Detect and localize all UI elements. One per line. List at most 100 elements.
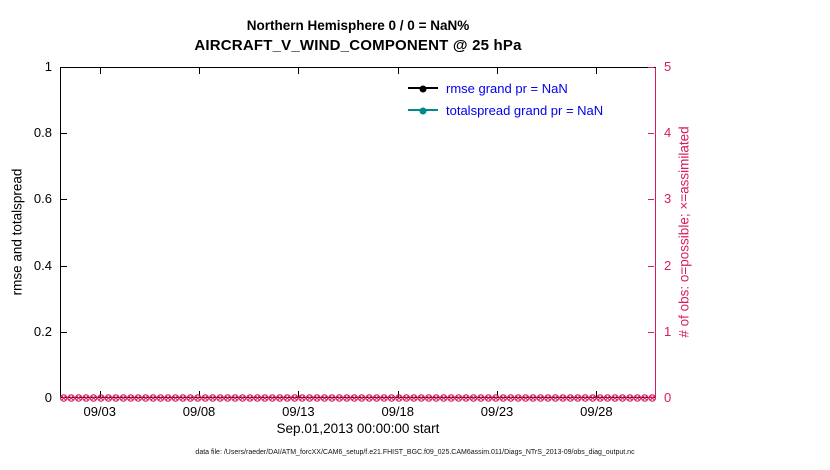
assimilated-obs-marker bbox=[105, 395, 112, 401]
assimilated-obs-marker bbox=[634, 395, 641, 401]
assimilated-obs-marker bbox=[135, 395, 142, 401]
possible-obs-marker bbox=[156, 394, 165, 402]
possible-obs-marker bbox=[112, 394, 120, 402]
x-tick-mark bbox=[298, 391, 300, 397]
assimilated-obs-marker bbox=[604, 395, 611, 401]
x-tick-mark bbox=[397, 391, 399, 397]
x-tick-mark bbox=[596, 391, 598, 397]
assimilated-obs-marker bbox=[642, 395, 648, 401]
possible-obs-marker bbox=[74, 394, 83, 402]
possible-obs-marker bbox=[492, 394, 500, 402]
possible-obs-marker bbox=[59, 394, 68, 402]
possible-obs-marker bbox=[603, 394, 612, 402]
possible-obs-marker bbox=[343, 394, 351, 402]
assimilated-obs-marker bbox=[418, 395, 425, 401]
totalspread-dot-marker-icon bbox=[419, 107, 427, 115]
x-tick-mark-top bbox=[199, 68, 201, 74]
assimilated-obs-marker bbox=[403, 395, 410, 401]
possible-obs-marker bbox=[328, 394, 336, 402]
y-tick-label-left: 0 bbox=[44, 390, 52, 405]
y-tick-mark-left bbox=[61, 265, 67, 267]
possible-obs-marker bbox=[283, 394, 291, 402]
possible-obs-marker bbox=[104, 394, 113, 402]
y-tick-label-right: 3 bbox=[664, 191, 672, 207]
y-tick-label-left: 0.4 bbox=[33, 257, 52, 273]
possible-obs-marker bbox=[231, 394, 239, 402]
x-tick-mark-top bbox=[596, 68, 598, 74]
possible-obs-marker bbox=[462, 394, 470, 402]
assimilated-obs-marker bbox=[485, 395, 492, 401]
x-tick-mark-top bbox=[497, 68, 499, 74]
y-axis-label-right: # of obs: o=possible; ×=assimilated bbox=[676, 126, 692, 338]
possible-obs-marker bbox=[641, 394, 649, 402]
plot-area bbox=[60, 67, 656, 398]
assimilated-obs-marker bbox=[530, 395, 536, 401]
possible-obs-marker bbox=[551, 394, 560, 402]
possible-obs-marker bbox=[380, 394, 388, 402]
assimilated-obs-marker bbox=[351, 395, 358, 401]
possible-obs-marker bbox=[648, 394, 657, 402]
possible-obs-marker bbox=[387, 394, 396, 402]
assimilated-obs-marker bbox=[98, 395, 104, 401]
assimilated-obs-marker bbox=[262, 395, 268, 401]
assimilated-obs-marker bbox=[127, 395, 134, 401]
assimilated-obs-marker bbox=[425, 395, 432, 401]
assimilated-obs-marker bbox=[373, 395, 380, 401]
x-tick-mark-top bbox=[298, 68, 300, 74]
possible-obs-marker bbox=[253, 394, 262, 402]
assimilated-obs-marker bbox=[291, 395, 298, 401]
legend-label-totalspread: totalspread grand pr = NaN bbox=[446, 102, 604, 118]
assimilated-obs-marker bbox=[597, 395, 603, 401]
x-tick-mark bbox=[99, 391, 101, 397]
possible-obs-marker bbox=[276, 394, 284, 402]
possible-obs-marker bbox=[454, 394, 463, 402]
chart-title-line1: Northern Hemisphere 0 / 0 = NaN% bbox=[246, 18, 470, 33]
x-tick-mark-top bbox=[99, 68, 101, 74]
assimilated-obs-marker bbox=[165, 395, 171, 401]
y-tick-mark-right bbox=[648, 265, 654, 267]
assimilated-obs-marker bbox=[60, 395, 67, 401]
assimilated-obs-marker bbox=[202, 395, 209, 401]
possible-obs-marker bbox=[581, 394, 589, 402]
possible-obs-marker bbox=[305, 394, 314, 402]
possible-obs-marker bbox=[298, 394, 306, 402]
possible-obs-marker bbox=[134, 394, 142, 402]
possible-obs-marker bbox=[223, 394, 232, 402]
assimilated-obs-marker bbox=[187, 395, 194, 401]
chart-title: Northern Hemisphere 0 / 0 = NaN% AIRCRAF… bbox=[60, 16, 656, 56]
y-tick-mark-right bbox=[648, 331, 654, 333]
possible-obs-marker bbox=[425, 394, 433, 402]
assimilated-obs-marker bbox=[470, 395, 477, 401]
obs-markers-layer bbox=[59, 394, 657, 402]
assimilated-obs-marker bbox=[455, 395, 462, 401]
assimilated-obs-marker bbox=[619, 395, 626, 401]
assimilated-obs-marker bbox=[507, 395, 514, 401]
assimilated-obs-marker bbox=[247, 395, 253, 401]
y-tick-mark-left bbox=[61, 67, 67, 68]
possible-obs-marker bbox=[186, 394, 195, 402]
assimilated-obs-marker bbox=[537, 395, 544, 401]
y-tick-mark-left bbox=[61, 199, 67, 201]
x-tick-label: 09/08 bbox=[182, 404, 216, 419]
possible-obs-marker bbox=[171, 394, 180, 402]
assimilated-obs-marker bbox=[336, 395, 343, 401]
assimilated-obs-marker bbox=[463, 395, 469, 401]
possible-obs-marker bbox=[313, 394, 321, 402]
assimilated-obs-marker bbox=[284, 395, 291, 401]
assimilated-obs-marker bbox=[68, 395, 74, 401]
assimilated-obs-marker bbox=[627, 395, 633, 401]
possible-obs-marker bbox=[320, 394, 329, 402]
possible-obs-marker bbox=[574, 394, 582, 402]
legend-item-totalspread: totalspread grand pr = NaN bbox=[408, 99, 603, 121]
y-tick-mark-left bbox=[61, 331, 67, 333]
assimilated-obs-marker bbox=[224, 395, 231, 401]
assimilated-obs-marker bbox=[589, 395, 596, 401]
possible-obs-marker bbox=[618, 394, 627, 402]
data-file-footer: data file: /Users/raeder/DAI/ATM_forcXX/… bbox=[195, 449, 635, 456]
assimilated-obs-marker bbox=[150, 395, 156, 401]
assimilated-obs-marker bbox=[582, 395, 589, 401]
y-tick-label-left: 0.6 bbox=[33, 191, 52, 207]
assimilated-obs-marker bbox=[269, 395, 276, 401]
y-tick-label-right: 2 bbox=[664, 257, 672, 273]
assimilated-obs-marker bbox=[649, 395, 656, 401]
